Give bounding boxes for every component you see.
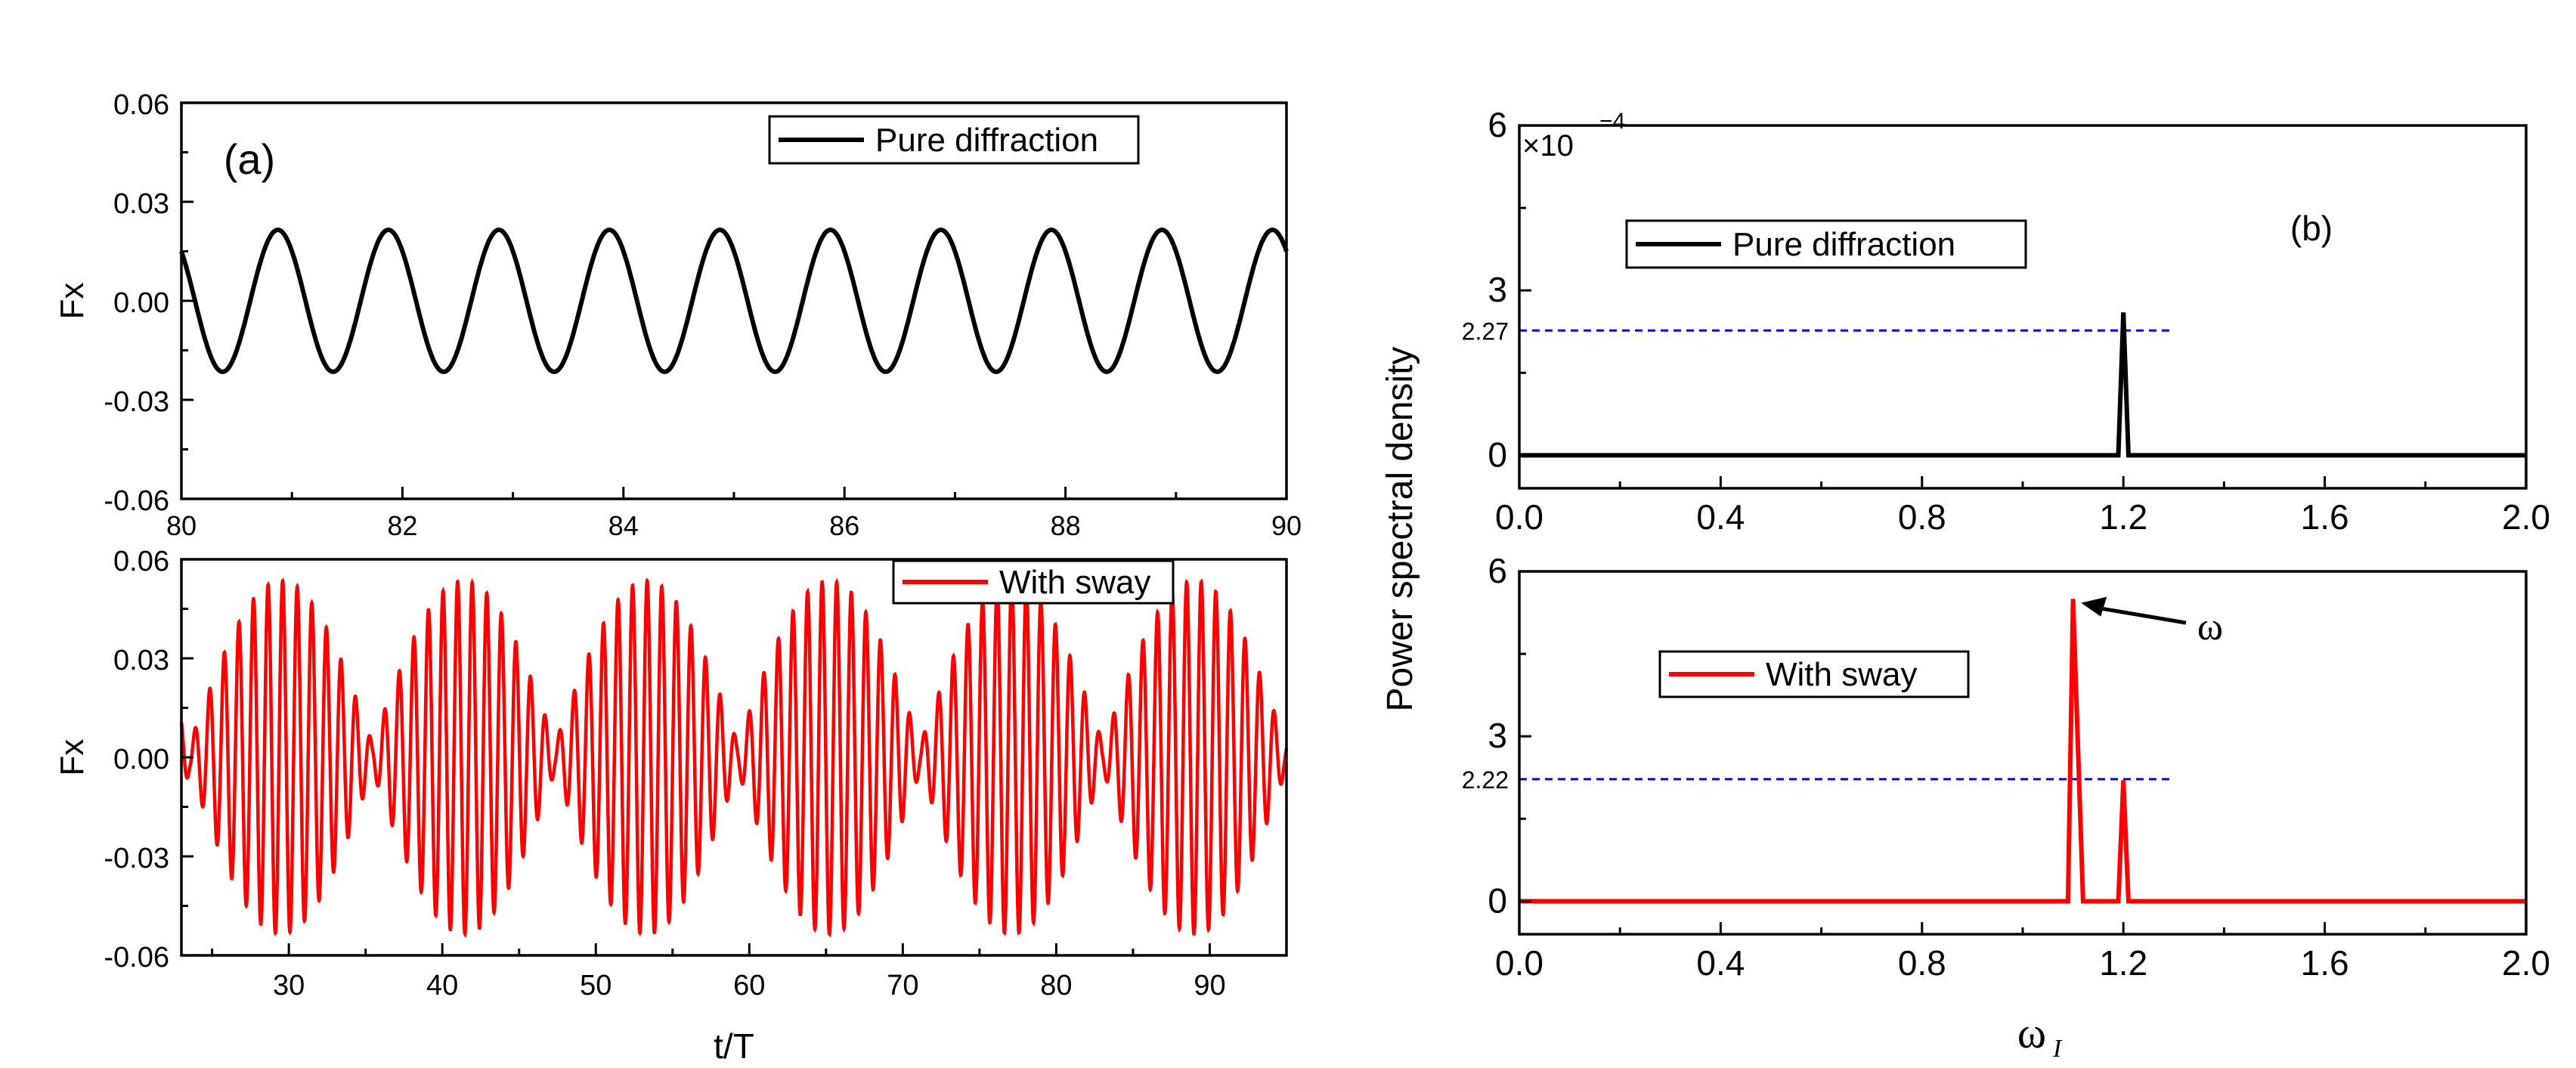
legend-label: With sway [999, 564, 1150, 601]
x-tick-label: 90 [1194, 970, 1225, 1001]
series-pure-diffraction [179, 228, 1289, 374]
x-tick-label: 1.6 [2301, 943, 2349, 983]
x-tick-label: 40 [426, 970, 458, 1001]
y-tick-label: 0.00 [113, 287, 169, 319]
y-tick-label: 0.06 [113, 89, 169, 121]
y-tick-label: -0.03 [104, 843, 169, 875]
x-tick-label: 88 [1051, 510, 1081, 541]
y-tick-label: 6 [1488, 551, 1507, 590]
y-tick-label: 3 [1488, 270, 1507, 309]
x-tick-label: 80 [1040, 970, 1072, 1001]
series-with-sway-psd [1519, 599, 2526, 904]
y-axis-label-a-top: Fx [54, 283, 91, 320]
y-axis-label-b: Power spectral density [1380, 347, 1420, 712]
x-tick-label: 82 [387, 510, 417, 541]
y-tick-label: 0.03 [113, 188, 169, 220]
annotation-arrow-shaft [2094, 605, 2187, 625]
x-tick-label: 60 [733, 970, 765, 1001]
y-tick-label: 6 [1488, 105, 1507, 144]
series-with-sway [179, 577, 1289, 939]
x-axis-label-sub: I [2052, 1035, 2063, 1063]
y-tick-label: 3 [1488, 716, 1507, 755]
annotation-arrow-head [2081, 596, 2107, 617]
x-tick-label: 80 [166, 510, 197, 541]
x-tick-label: 0.8 [1898, 943, 1946, 983]
y-tick-label: -0.03 [104, 386, 169, 418]
x-tick-label: 50 [580, 970, 611, 1001]
legend-pure-diffraction-b: Pure diffraction [1625, 219, 2027, 269]
y-tick-label: -0.06 [104, 485, 169, 517]
x-tick-label: 90 [1271, 510, 1302, 541]
scale-exponent: −4 [1599, 109, 1625, 134]
y-tick-label: 0 [1488, 881, 1507, 920]
x-tick-label: 2.0 [2502, 497, 2550, 537]
x-tick-label: 70 [887, 970, 918, 1001]
x-tick-label: 1.2 [2099, 497, 2147, 537]
panel-label-a: (a) [224, 135, 275, 183]
y-tick-label: 0.06 [113, 546, 169, 577]
reference-label-2-22: 2.22 [1462, 766, 1509, 794]
y-tick-label: 0 [1488, 435, 1507, 474]
x-tick-label: 0.4 [1696, 497, 1745, 537]
x-tick-label: 30 [273, 970, 305, 1001]
x-tick-label: 0.4 [1696, 943, 1745, 983]
annotation-omega: ω [2197, 605, 2223, 649]
scale-label: ×10 [1522, 129, 1574, 163]
x-tick-label: 1.6 [2301, 497, 2349, 537]
y-tick-label: -0.06 [104, 942, 169, 974]
legend-label: Pure diffraction [875, 122, 1098, 159]
legend-label: With sway [1766, 656, 1917, 693]
x-axis-label-a: t/T [714, 1026, 754, 1066]
series-pure-diffraction-psd [1519, 312, 2526, 458]
x-tick-label: 84 [608, 510, 639, 541]
x-tick-label: 0.0 [1495, 943, 1543, 983]
y-tick-label: 0.03 [113, 645, 169, 676]
x-tick-label: 2.0 [2502, 943, 2550, 983]
x-tick-label: 1.2 [2099, 943, 2147, 983]
panel-label-b: (b) [2290, 209, 2333, 248]
x-tick-label: 0.0 [1495, 497, 1543, 537]
x-axis-label-b: ω [2017, 1008, 2046, 1057]
x-tick-label: 0.8 [1898, 497, 1946, 537]
x-tick-label: 86 [829, 510, 859, 541]
reference-label-2-27: 2.27 [1462, 317, 1509, 345]
legend-pure-diffraction-a: Pure diffraction [768, 115, 1140, 165]
y-tick-label: 0.00 [113, 744, 169, 775]
legend-with-sway-a: With sway [892, 559, 1175, 605]
legend-label: Pure diffraction [1732, 226, 1955, 263]
legend-with-sway-b: With sway [1658, 650, 1970, 698]
y-axis-label-a-bottom: Fx [54, 739, 91, 776]
